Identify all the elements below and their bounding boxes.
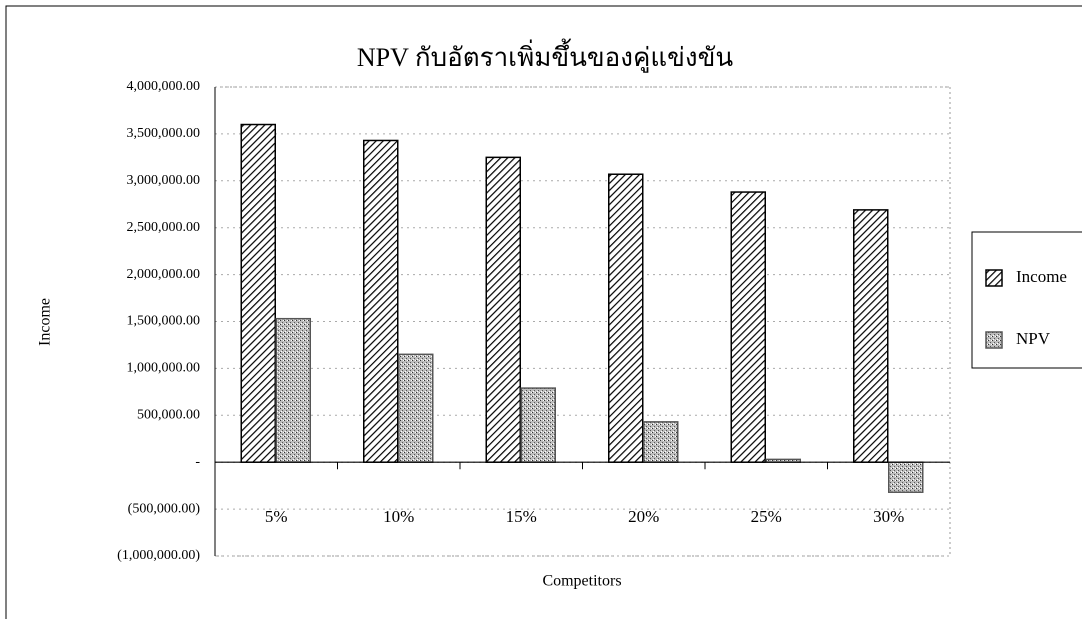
bar	[608, 173, 644, 463]
x-tick-label: 15%	[506, 507, 537, 526]
y-tick-label: 500,000.00	[137, 408, 200, 423]
y-tick-label: 2,500,000.00	[127, 220, 201, 235]
chart-title: NPV กับอัตราเพิ่มขึ้นของคู่แข่งขัน	[357, 38, 734, 73]
x-tick-label: 10%	[383, 507, 414, 526]
bar	[485, 156, 521, 463]
legend-label: NPV	[1016, 329, 1051, 348]
bar	[730, 191, 766, 463]
x-axis-label: Competitors	[542, 573, 621, 590]
x-tick-label: 20%	[628, 507, 659, 526]
y-tick-label: (1,000,000.00)	[117, 548, 200, 563]
y-tick-label: 1,500,000.00	[127, 314, 201, 329]
legend-swatch	[985, 269, 1003, 287]
y-tick-label: -	[195, 454, 200, 469]
bar	[398, 353, 434, 463]
bar	[888, 461, 924, 493]
y-axis-label: Income	[37, 298, 54, 346]
legend-swatch	[985, 331, 1003, 349]
legend-label: Income	[1016, 267, 1067, 286]
y-tick-label: 3,500,000.00	[127, 126, 201, 141]
x-tick-label: 30%	[873, 507, 904, 526]
y-tick-label: 1,000,000.00	[127, 361, 201, 376]
y-tick-label: 2,000,000.00	[127, 267, 201, 282]
bar	[520, 387, 556, 463]
bar	[240, 123, 276, 463]
x-tick-label: 25%	[751, 507, 782, 526]
bar	[363, 139, 399, 463]
x-tick-label: 5%	[265, 507, 288, 526]
y-tick-label: 4,000,000.00	[127, 79, 201, 94]
bar	[275, 317, 311, 463]
frame	[5, 5, 1082, 619]
y-tick-label: 3,000,000.00	[127, 173, 201, 188]
y-tick-label: (500,000.00)	[128, 501, 201, 516]
bar	[853, 209, 889, 463]
bar	[643, 421, 679, 463]
